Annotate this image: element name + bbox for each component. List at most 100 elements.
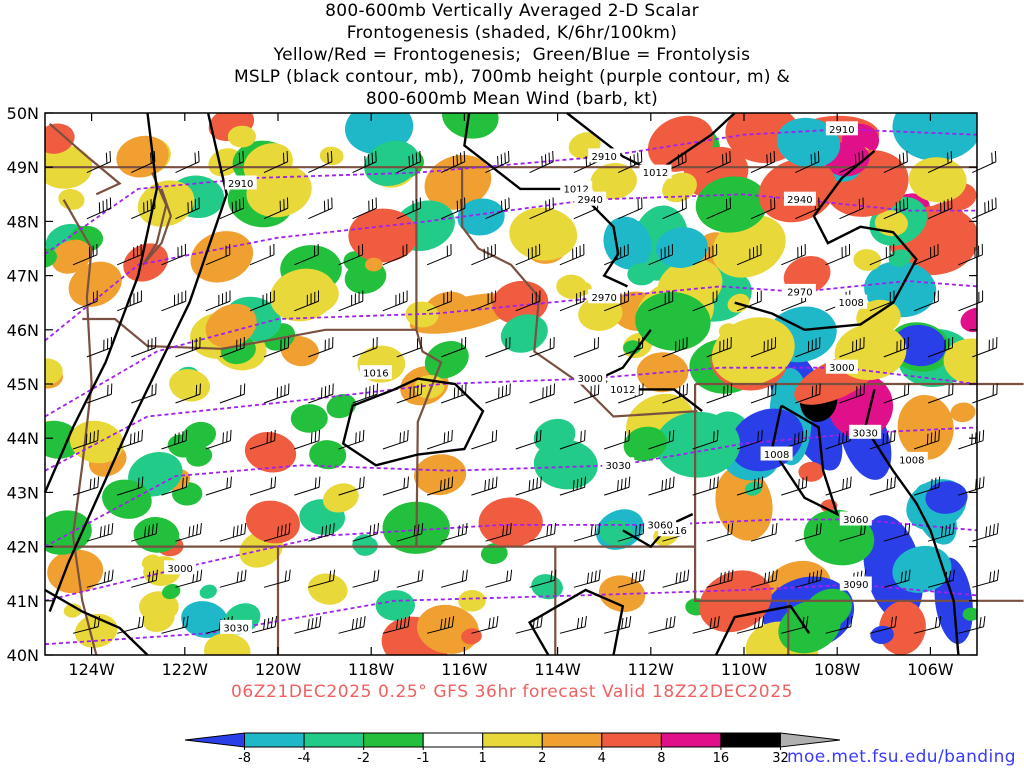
colorbar-label: 4 — [598, 751, 606, 766]
border-wyoming — [694, 384, 1024, 602]
colorbar-bin — [601, 732, 662, 748]
shade-cell — [204, 633, 251, 655]
height-label-text: 3060 — [647, 520, 672, 531]
wind-barb — [86, 150, 112, 174]
height-label: 3000 — [164, 560, 197, 575]
wind-barb — [692, 616, 720, 634]
mslp-contour-line-5 — [341, 377, 485, 467]
wind-barb — [219, 336, 245, 358]
wind-barb — [205, 429, 232, 450]
wind-barb — [795, 569, 823, 588]
wind-barb — [604, 290, 629, 312]
wind-barb — [573, 569, 601, 588]
wind-barb — [308, 383, 334, 404]
wind-barb — [161, 244, 187, 266]
colorbar-bin — [660, 732, 722, 748]
wind-barb — [958, 290, 984, 312]
shade-cell — [533, 418, 576, 453]
wind-barb — [573, 383, 600, 404]
vancouver-island — [48, 122, 122, 196]
mslp-label-text: 1012 — [610, 385, 635, 396]
wind-barb — [825, 429, 852, 450]
wind-barb — [352, 383, 379, 404]
height-label-text: 3000 — [577, 374, 602, 385]
wind-barb — [485, 523, 512, 542]
wind-barb — [736, 290, 762, 312]
wind-barb — [161, 616, 189, 634]
shade-cell — [598, 575, 646, 613]
shade-cell — [227, 125, 256, 148]
wind-barb — [750, 569, 778, 588]
wind-barb — [913, 244, 939, 266]
wind-barb — [308, 523, 335, 542]
height-contour-line-4 — [44, 366, 978, 472]
wind-barb — [662, 383, 688, 404]
wind-barb — [471, 290, 497, 312]
height-label-text: 2910 — [591, 152, 616, 163]
wind-barb — [617, 197, 643, 220]
state-borders — [45, 122, 1024, 656]
wind-barb — [440, 569, 468, 588]
wind-barb — [559, 290, 585, 312]
wind-barb — [515, 244, 541, 266]
shade-cell — [856, 299, 901, 335]
wind-barb — [352, 150, 377, 174]
wind-barb — [471, 616, 499, 634]
wind-barb — [117, 616, 145, 634]
wind-barb — [338, 476, 365, 496]
wind-barb — [883, 150, 908, 174]
shade-cell — [181, 601, 228, 638]
wind-barb — [869, 476, 896, 496]
wind-barb — [913, 616, 942, 634]
lon-label: 112W — [628, 660, 675, 679]
height-label: 2940 — [574, 191, 607, 206]
wind-barb — [117, 429, 143, 450]
shade-cell — [199, 584, 217, 599]
wind-barb — [648, 429, 675, 450]
title-line-1: 800-600mb Vertically Averaged 2-D Scalar — [325, 1, 699, 21]
height-label-text: 3060 — [843, 515, 868, 526]
wind-barb — [559, 244, 585, 266]
height-label: 3000 — [574, 370, 607, 385]
wind-barb — [175, 336, 201, 358]
colorbar-bin — [422, 732, 484, 748]
colorbar-bin — [184, 732, 246, 748]
shade-cell — [169, 369, 211, 402]
wind-barb — [263, 383, 290, 404]
shade-cell — [161, 584, 181, 600]
wind-barb — [958, 429, 985, 450]
wind-barb — [382, 476, 410, 496]
source-credit[interactable]: moe.met.fsu.edu/banding — [787, 747, 1016, 767]
wind-barb — [426, 616, 455, 634]
mslp-contour-line-11 — [527, 588, 625, 656]
wind-barb — [485, 197, 510, 220]
lon-label: 114W — [534, 660, 581, 679]
wind-barb — [485, 569, 513, 588]
wind-barb — [249, 290, 275, 312]
mslp-label-text: 1008 — [764, 450, 789, 461]
shade-cell — [133, 517, 180, 553]
wind-barb — [294, 244, 319, 266]
shade-cell — [457, 198, 505, 236]
height-label: 3030 — [602, 457, 635, 472]
wind-barb — [263, 336, 290, 358]
lon-label: 118W — [348, 660, 395, 679]
wind-barb — [750, 150, 776, 174]
wind-barb — [736, 616, 765, 634]
shade-cell — [141, 554, 161, 570]
wind-barb — [175, 150, 200, 174]
wind-barb — [972, 383, 998, 404]
wind-barb — [529, 523, 557, 542]
wind-barb — [205, 290, 231, 312]
wind-barb — [382, 429, 409, 450]
height-label: 2910 — [588, 148, 621, 163]
wind-barb — [86, 197, 112, 220]
colorbar-bin — [720, 732, 781, 748]
wind-barb — [440, 197, 466, 220]
wind-barb — [382, 244, 408, 266]
height-label-text: 3030 — [223, 623, 248, 634]
shade-cell — [205, 303, 257, 348]
mslp-label: 1008 — [835, 294, 868, 309]
wind-barb — [648, 290, 674, 312]
wind-barb — [706, 569, 734, 588]
